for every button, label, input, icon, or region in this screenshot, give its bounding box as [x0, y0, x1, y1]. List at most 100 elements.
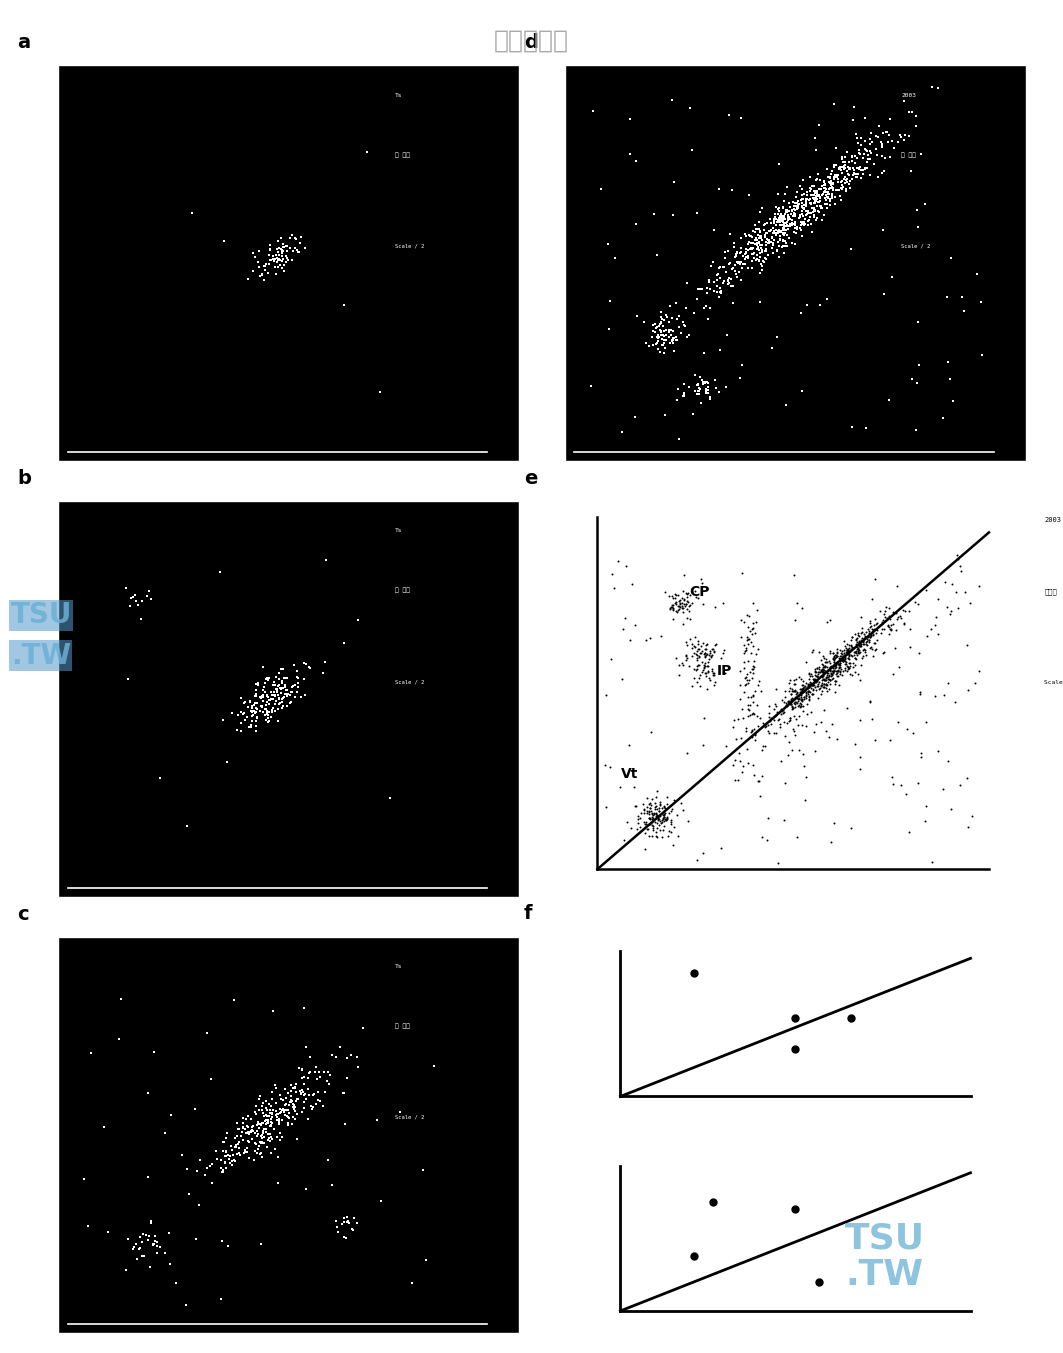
Point — [834, 648, 851, 670]
Point — [843, 639, 860, 660]
Point — [750, 249, 767, 271]
Point — [740, 694, 757, 716]
Point — [838, 177, 855, 199]
Point — [764, 242, 781, 264]
Point — [250, 241, 267, 262]
Point — [816, 670, 833, 691]
Point — [924, 851, 941, 873]
Point — [747, 723, 764, 744]
Point — [783, 695, 800, 717]
Point — [847, 166, 864, 188]
Point — [861, 617, 878, 639]
Point — [696, 663, 713, 685]
Point — [828, 645, 845, 667]
Point — [732, 107, 749, 129]
Point — [279, 695, 296, 717]
Point — [881, 390, 898, 411]
Point — [649, 808, 667, 829]
Point — [847, 629, 864, 651]
Point — [332, 1036, 349, 1058]
Point — [748, 694, 765, 716]
Point — [284, 1093, 301, 1115]
Point — [706, 671, 723, 693]
Point — [661, 326, 678, 348]
Point — [826, 653, 843, 675]
Point — [712, 267, 729, 288]
Point — [130, 594, 147, 616]
Point — [825, 660, 842, 682]
Point — [771, 153, 788, 175]
Point — [271, 249, 288, 271]
Point — [834, 157, 851, 179]
Point — [257, 681, 274, 702]
Point — [243, 700, 260, 721]
Point — [789, 693, 806, 714]
Point — [256, 698, 273, 720]
Point — [628, 150, 645, 172]
Point — [771, 206, 788, 227]
Point — [664, 331, 681, 353]
Point — [637, 813, 654, 835]
Point — [738, 672, 755, 694]
Point — [780, 732, 797, 754]
Point — [334, 1214, 351, 1235]
Point — [662, 319, 679, 341]
Point — [842, 158, 859, 180]
Point — [777, 394, 794, 415]
Point — [885, 138, 902, 160]
Point — [720, 271, 737, 292]
Point — [270, 230, 287, 252]
Point — [861, 620, 878, 641]
Point — [859, 147, 876, 169]
Point — [689, 383, 706, 405]
Point — [253, 1099, 270, 1120]
Point — [692, 392, 709, 414]
Point — [876, 283, 893, 304]
Point — [677, 296, 694, 318]
Point — [855, 630, 872, 652]
Point — [735, 245, 752, 267]
Point — [705, 280, 722, 302]
Point — [850, 639, 867, 660]
Point — [824, 177, 841, 199]
Point — [815, 668, 832, 690]
Point — [824, 660, 841, 682]
Point — [645, 817, 662, 839]
Point — [251, 1118, 268, 1139]
Point — [287, 686, 304, 708]
Point — [740, 606, 757, 628]
Point — [664, 321, 681, 342]
Point — [258, 691, 275, 713]
Point — [647, 802, 664, 824]
Point — [913, 741, 930, 763]
Point — [848, 127, 865, 149]
Point — [647, 333, 664, 354]
Point — [820, 659, 837, 681]
Point — [656, 405, 673, 426]
Point — [624, 574, 641, 595]
Point — [652, 819, 669, 840]
Point — [276, 675, 293, 697]
Point — [862, 142, 879, 164]
Point — [279, 1105, 296, 1127]
Point — [803, 672, 820, 694]
Point — [731, 253, 748, 275]
Point — [820, 166, 837, 188]
Point — [939, 287, 956, 308]
Point — [744, 221, 761, 242]
Point — [260, 253, 277, 275]
Point — [254, 697, 271, 718]
Point — [287, 227, 304, 249]
Point — [794, 743, 811, 764]
Point — [806, 187, 823, 208]
Point — [613, 422, 630, 444]
Point — [254, 694, 271, 716]
Point — [777, 184, 794, 206]
Point — [808, 184, 825, 206]
Point — [250, 1112, 267, 1134]
Point — [773, 203, 790, 225]
Point — [684, 139, 701, 161]
Point — [799, 200, 816, 222]
Point — [290, 1057, 307, 1078]
Point — [737, 675, 754, 697]
